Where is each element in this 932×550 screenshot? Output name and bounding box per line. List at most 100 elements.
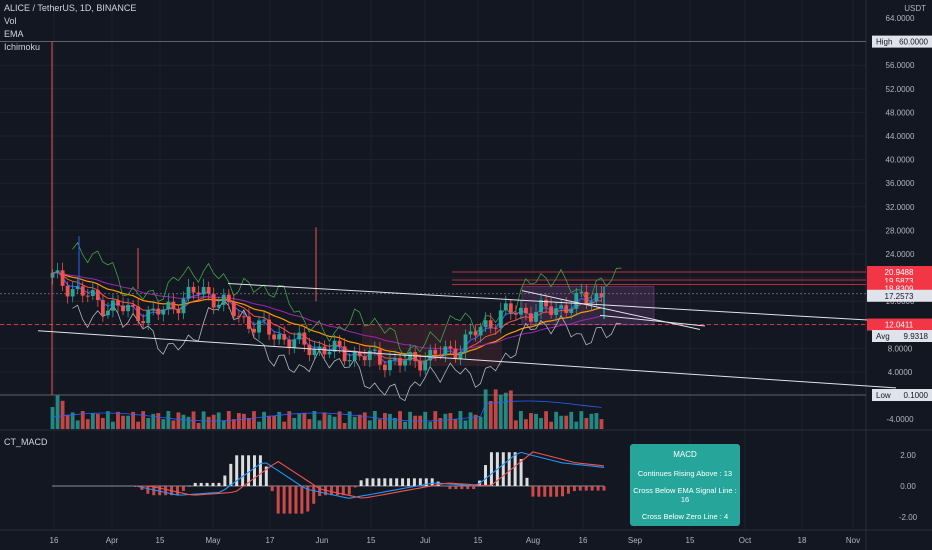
volume-bar [161,419,166,429]
candle-body [111,300,115,311]
candle-body [599,293,604,297]
currency-label: USDT [904,4,926,13]
macd-indicator-label[interactable]: CT_MACD [4,437,48,447]
candle-body [75,286,80,290]
volume-bar [166,411,171,429]
volume-bar [176,412,181,429]
candle-body [55,270,60,273]
macd-info-row: Continues Rising Above : 13 [637,469,733,478]
volume-bar [322,412,327,429]
candle-body [498,310,503,328]
volume-bar [267,415,271,429]
high-tag-bg [872,35,932,48]
candle-body [100,300,105,316]
indicator-vol[interactable]: Vol [4,16,17,26]
ichimoku-span-a [72,241,622,358]
macd-histogram-bar [341,486,345,496]
macd-histogram-bar [140,486,144,490]
candle-body [564,305,569,313]
current-price-label-bg [867,289,932,302]
volume-bar [262,411,266,429]
candle-body [327,351,332,355]
macd-histogram-bar [175,486,179,496]
volume-bar [594,413,599,429]
ema-line [52,271,602,362]
macd-histogram-bar [472,486,476,490]
price-tick: 64.0000 [886,14,915,23]
candle-body [116,300,120,306]
volume-bar [503,392,508,429]
level-label: 19.5873 [885,277,914,286]
volume-bar [252,411,256,429]
volume-bar [181,414,186,429]
time-tick: 15 [367,536,376,545]
candle-body [171,301,176,309]
volume-bar [584,417,589,429]
time-tick: Aug [526,536,540,545]
symbol-title: ALICE / TetherUS, 1D, BINANCE [4,3,137,13]
volume-bar [599,419,604,429]
indicator-ema[interactable]: EMA [4,29,24,39]
volume-bar [272,415,277,429]
candle-body [211,293,216,308]
candle-body [151,308,156,311]
volume-bar [241,413,246,429]
volume-bar [493,389,498,429]
macd-histogram-bar [519,459,523,486]
low-tag-value: 0.1000 [904,391,929,400]
volume-bar [569,411,574,429]
time-tick: 16 [50,536,59,545]
macd-histogram-bar [531,486,535,497]
ema-slow-line [52,271,602,357]
volume-bar [488,400,493,429]
macd-histogram-bar [383,478,387,486]
candle-body [448,346,453,349]
candle-body [423,360,428,371]
time-tick: Jun [316,536,329,545]
ema-long-line [52,272,602,350]
candle-body [367,350,372,361]
volume-bar [362,412,367,429]
candle-body [272,334,277,340]
macd-histogram-bar [300,486,304,514]
volume-bar [186,416,191,429]
candle-body [136,306,141,322]
candle-body [191,286,196,293]
volume-bar [196,422,201,429]
time-tick: Apr [106,536,119,545]
time-tick: 17 [266,536,275,545]
candle-body [488,320,493,328]
volume-bar [513,420,518,429]
candle-body [287,339,292,348]
macd-histogram-bar [442,486,446,487]
macd-histogram-bar [353,486,357,488]
candle-body [362,356,367,361]
macd-histogram-bar [270,486,274,492]
macd-histogram-bar [466,486,470,490]
volume-bar [549,421,554,429]
candle-body [377,349,382,365]
candle-body [393,357,397,360]
macd-histogram-bar [555,486,559,497]
indicator-ichimoku[interactable]: Ichimoku [4,42,41,52]
time-tick: 18 [798,536,807,545]
candle-body [518,307,523,315]
candle-body [539,299,543,313]
macd-histogram-bar [181,486,185,491]
macd-histogram-bar [371,478,375,486]
volume-ma-line [52,400,602,422]
volume-bar [564,415,569,429]
trendline-lower [37,330,897,389]
volume-bar [377,419,382,429]
candle-body [297,332,302,340]
volume-bar [428,421,433,429]
candle-body [468,331,473,335]
candle-body [201,287,206,295]
candle-body [221,294,226,305]
macd-histogram-bar [537,486,541,497]
volume-bar [116,411,120,429]
volume-bar [473,414,478,429]
volume-bar [463,420,468,429]
time-tick: 16 [579,536,588,545]
